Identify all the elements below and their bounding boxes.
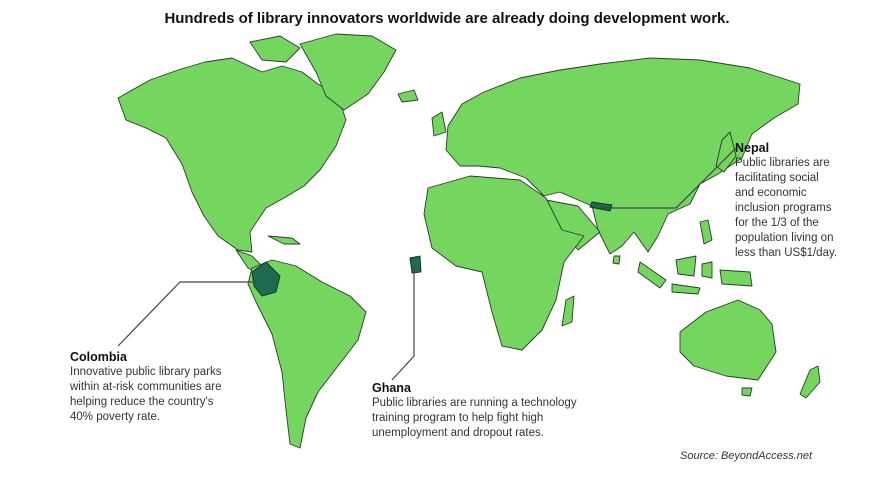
ghana-highlight [409,255,422,274]
caribbean [267,235,301,245]
callout-lines [117,147,737,381]
africa [423,175,585,351]
nepal-text-line: Public libraries are [735,157,830,169]
canada-islands [249,35,301,63]
south-america [247,259,367,449]
nepal-heading: Nepal [735,141,770,155]
philippines [699,219,713,245]
colombia-heading: Colombia [70,350,127,364]
ghana-leader-line [391,266,415,381]
nepal-highlight [589,201,613,212]
indonesia [637,255,753,295]
ghana-callout: Ghana Public libraries are running a tec… [372,381,577,441]
nepal-text-line: inclusion programs [735,202,832,214]
tasmania [741,387,753,397]
north-america [117,57,347,253]
source-credit: Source: BeyondAccess.net [680,450,813,462]
nepal-text-line: less than US$1/day. [735,247,838,259]
land-masses [117,33,821,449]
nepal-text-line: population living on [735,232,834,244]
colombia-text-line: within at-risk communities are [70,381,222,393]
ghana-heading: Ghana [372,381,411,395]
sri-lanka [612,255,621,265]
nepal-callout: Nepal Public libraries are facilitating … [735,141,837,261]
madagascar [561,295,575,327]
nepal-text-line: facilitating social [735,172,819,184]
colombia-text-line: Innovative public library parks [70,366,222,378]
iceland [397,89,419,103]
colombia-text-line: 40% poverty rate. [70,411,161,423]
colombia-callout: Colombia Innovative public library parks… [70,350,222,425]
eurasia [445,57,801,255]
uk [431,111,447,137]
nepal-leader-line [600,147,737,209]
australia [679,299,777,381]
colombia-highlight [251,261,281,297]
ghana-text-line: training program to help fight high [372,412,544,424]
greenland [299,33,397,111]
map-title: Hundreds of library innovators worldwide… [164,10,730,27]
nepal-text-line: and economic [735,187,807,199]
ghana-text-line: unemployment and dropout rates. [372,427,544,439]
new-zealand [799,365,821,399]
japan [715,131,737,173]
ghana-text-line: Public libraries are running a technolog… [372,397,577,409]
colombia-text-line: helping reduce the country's [70,396,214,408]
colombia-leader-line [117,281,256,347]
nepal-text-line: for the 1/3 of the [735,217,819,229]
